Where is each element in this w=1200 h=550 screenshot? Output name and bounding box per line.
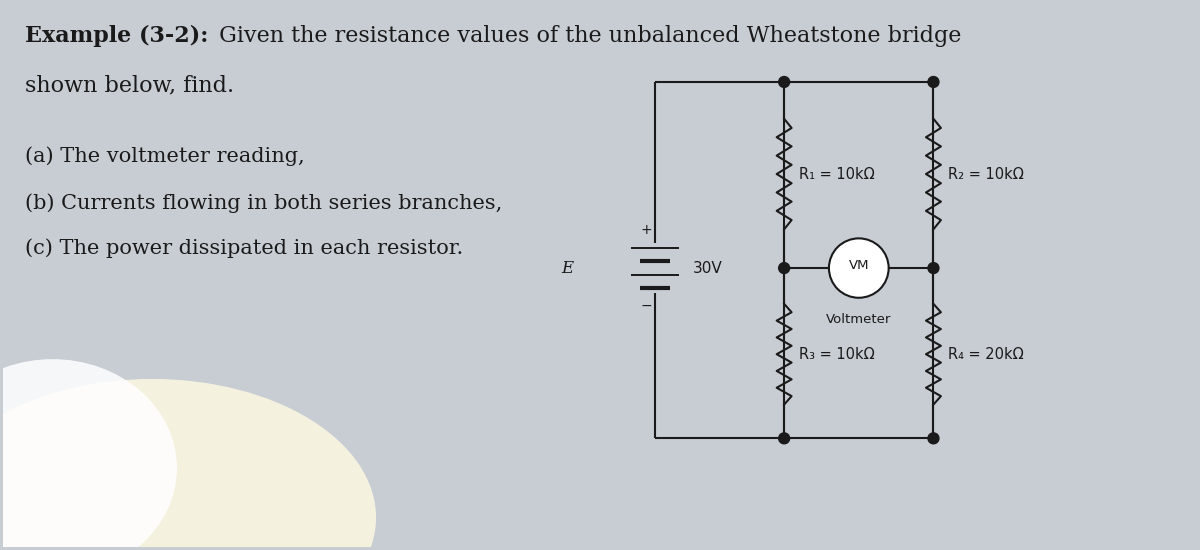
Text: (a) The voltmeter reading,: (a) The voltmeter reading, — [25, 146, 305, 166]
Circle shape — [928, 76, 938, 87]
Text: +: + — [641, 223, 653, 238]
Circle shape — [928, 263, 938, 273]
Text: (c) The power dissipated in each resistor.: (c) The power dissipated in each resisto… — [25, 238, 463, 258]
Ellipse shape — [0, 379, 376, 550]
Text: E: E — [560, 260, 574, 277]
Circle shape — [928, 433, 938, 444]
Circle shape — [779, 433, 790, 444]
Text: Given the resistance values of the unbalanced Wheatstone bridge: Given the resistance values of the unbal… — [212, 25, 961, 47]
Text: 30V: 30V — [692, 261, 722, 276]
Text: −: − — [641, 299, 653, 313]
Ellipse shape — [0, 359, 176, 550]
Circle shape — [829, 238, 889, 298]
Text: R₂ = 10kΩ: R₂ = 10kΩ — [948, 167, 1024, 182]
Text: R₄ = 20kΩ: R₄ = 20kΩ — [948, 346, 1024, 362]
Text: R₁ = 10kΩ: R₁ = 10kΩ — [799, 167, 875, 182]
Text: R₃ = 10kΩ: R₃ = 10kΩ — [799, 346, 875, 362]
Circle shape — [779, 263, 790, 273]
Text: Example (3-2):: Example (3-2): — [25, 25, 208, 47]
Text: VM: VM — [848, 258, 869, 272]
Text: (b) Currents flowing in both series branches,: (b) Currents flowing in both series bran… — [25, 193, 502, 212]
Text: Voltmeter: Voltmeter — [826, 312, 892, 326]
Text: shown below, find.: shown below, find. — [25, 74, 234, 96]
Circle shape — [779, 76, 790, 87]
